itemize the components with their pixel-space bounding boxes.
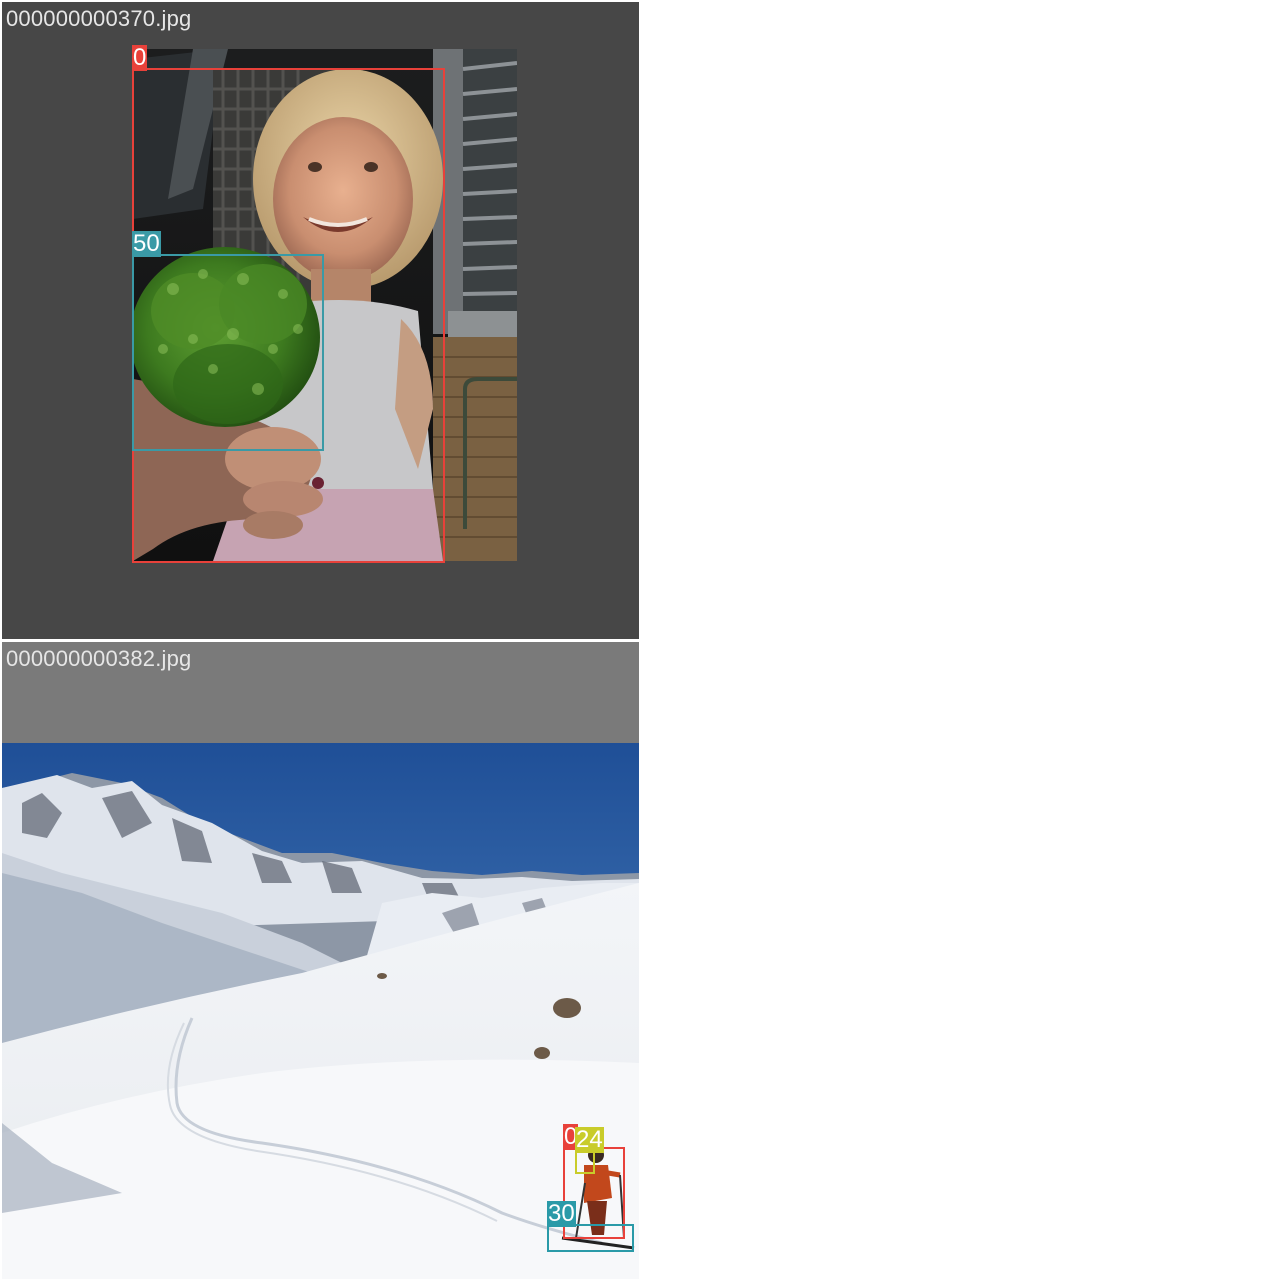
filename-label: 000000000382.jpg — [6, 646, 192, 671]
detection-box-skis — [547, 1224, 634, 1252]
detection-box-backpack — [575, 1150, 595, 1174]
detection-label-person: 0 — [132, 44, 148, 71]
detection-box-broccoli — [132, 254, 324, 451]
detection-label-person: 0 — [563, 1123, 579, 1150]
image-tile-370: 000000000370.jpg — [2, 2, 639, 639]
detection-label-backpack: 24 — [575, 1126, 604, 1153]
detection-label-broccoli: 50 — [132, 230, 161, 257]
detection-label-skis: 30 — [547, 1200, 576, 1227]
image-tile-382: 000000000382.jpg — [2, 642, 639, 1279]
photo-skier-mountain — [2, 743, 639, 1279]
filename-label: 000000000370.jpg — [6, 6, 192, 31]
photo-girl-broccoli — [133, 49, 517, 561]
